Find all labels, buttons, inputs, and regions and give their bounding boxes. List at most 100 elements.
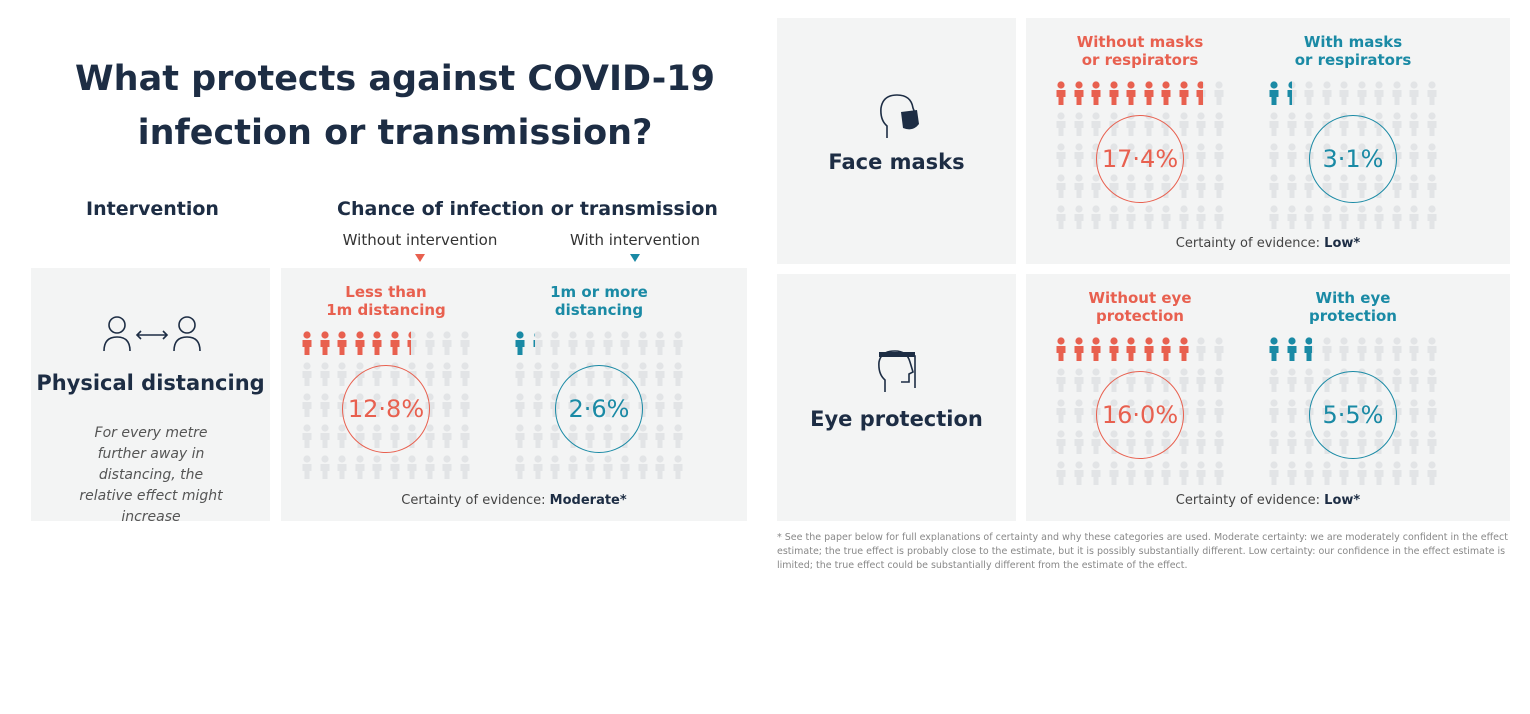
person-icon xyxy=(1426,430,1438,454)
person-icon xyxy=(514,424,526,448)
person-icon xyxy=(1125,337,1137,361)
without-label-line1: Less than xyxy=(345,283,427,301)
person-icon xyxy=(1286,205,1298,229)
with-percent-circle: 3·1% xyxy=(1309,115,1397,203)
person-icon xyxy=(1373,461,1385,485)
person-icon xyxy=(1213,143,1225,167)
with-percent-value: 5·5% xyxy=(1322,401,1384,429)
person-icon xyxy=(459,424,471,448)
person-icon xyxy=(1178,112,1190,136)
person-icon xyxy=(301,331,313,355)
person-icon xyxy=(1426,143,1438,167)
person-icon xyxy=(602,455,614,479)
person-icon xyxy=(1286,174,1298,198)
person-icon xyxy=(1090,337,1102,361)
person-icon xyxy=(1426,337,1438,361)
person-icon xyxy=(319,362,331,386)
person-filled-icon xyxy=(1160,81,1172,105)
person-icon xyxy=(1213,430,1225,454)
person-icon xyxy=(459,455,471,479)
person-icon xyxy=(336,424,348,448)
person-icon xyxy=(389,331,401,355)
distancing-label: Physical distancing xyxy=(36,371,265,395)
person-icon xyxy=(654,331,666,355)
person-icon xyxy=(1143,81,1155,105)
person-icon xyxy=(441,331,453,355)
person-icon xyxy=(1143,337,1155,361)
person-icon xyxy=(441,424,453,448)
person-icon xyxy=(301,424,313,448)
with-intervention-header: With intervention xyxy=(569,231,701,249)
without-label-line2: 1m distancing xyxy=(326,301,446,319)
person-icon xyxy=(1268,399,1280,423)
person-icon xyxy=(619,331,631,355)
person-filled-icon xyxy=(1055,81,1067,105)
person-icon xyxy=(672,455,684,479)
person-icon xyxy=(1391,174,1403,198)
person-icon xyxy=(1125,461,1137,485)
person-icon xyxy=(1213,112,1225,136)
person-icon xyxy=(1178,430,1190,454)
person-icon xyxy=(441,393,453,417)
person-icon xyxy=(1160,81,1172,105)
person-icon xyxy=(1195,205,1207,229)
person-filled-icon xyxy=(1195,81,1204,105)
person-icon xyxy=(619,455,631,479)
certainty-of-evidence: Certainty of evidence: Low* xyxy=(1026,493,1510,508)
person-icon xyxy=(1213,174,1225,198)
page-title: What protects against COVID-19 infection… xyxy=(75,59,715,153)
person-filled-icon xyxy=(1286,81,1293,105)
without-label-line2: or respirators xyxy=(1081,51,1199,69)
person-icon xyxy=(1055,205,1067,229)
person-icon xyxy=(1286,430,1298,454)
person-icon xyxy=(424,362,436,386)
person-icon xyxy=(1125,81,1137,105)
with-percent-value: 3·1% xyxy=(1322,145,1384,173)
with-label-line1: With masks xyxy=(1303,33,1403,51)
person-filled-icon xyxy=(371,331,383,355)
person-icon xyxy=(1408,337,1420,361)
distancing-label-panel: Physical distancing For every metre furt… xyxy=(31,268,270,525)
person-icon xyxy=(1391,461,1403,485)
person-icon xyxy=(459,331,471,355)
person-icon xyxy=(1073,461,1085,485)
person-icon xyxy=(637,331,649,355)
person-icon xyxy=(1108,205,1120,229)
person-filled-icon xyxy=(514,331,526,355)
person-icon xyxy=(1426,81,1438,105)
with-percent-value: 2·6% xyxy=(568,395,630,423)
person-icon xyxy=(1356,81,1368,105)
person-icon xyxy=(1195,368,1207,392)
person-icon xyxy=(1286,112,1298,136)
certainty-prefix: Certainty of evidence: xyxy=(1175,493,1325,508)
person-icon xyxy=(654,362,666,386)
person-filled-icon xyxy=(1125,337,1137,361)
person-icon xyxy=(637,424,649,448)
person-icon xyxy=(1303,461,1315,485)
person-icon xyxy=(371,455,383,479)
person-icon xyxy=(1055,399,1067,423)
person-icon xyxy=(1408,461,1420,485)
person-icon xyxy=(319,424,331,448)
person-filled-icon xyxy=(389,331,401,355)
person-icon xyxy=(1178,174,1190,198)
person-icon xyxy=(1286,399,1298,423)
person-icon xyxy=(1073,430,1085,454)
person-icon xyxy=(441,362,453,386)
without-arrow-icon xyxy=(415,254,425,262)
person-icon xyxy=(1321,337,1333,361)
person-icon xyxy=(1055,143,1067,167)
person-icon xyxy=(549,331,561,355)
without-percent-value: 12·8% xyxy=(347,395,425,423)
person-icon xyxy=(514,393,526,417)
person-icon xyxy=(1373,337,1385,361)
person-icon xyxy=(1338,461,1350,485)
without-percent-circle: 16·0% xyxy=(1096,371,1184,459)
person-icon xyxy=(441,455,453,479)
person-icon xyxy=(1143,461,1155,485)
person-icon xyxy=(301,455,313,479)
eye-data-panel: Without eye protection 16·0% With eye protec… xyxy=(1026,274,1510,521)
person-icon xyxy=(1408,205,1420,229)
person-icon xyxy=(1178,81,1190,105)
person-icon xyxy=(1391,112,1403,136)
